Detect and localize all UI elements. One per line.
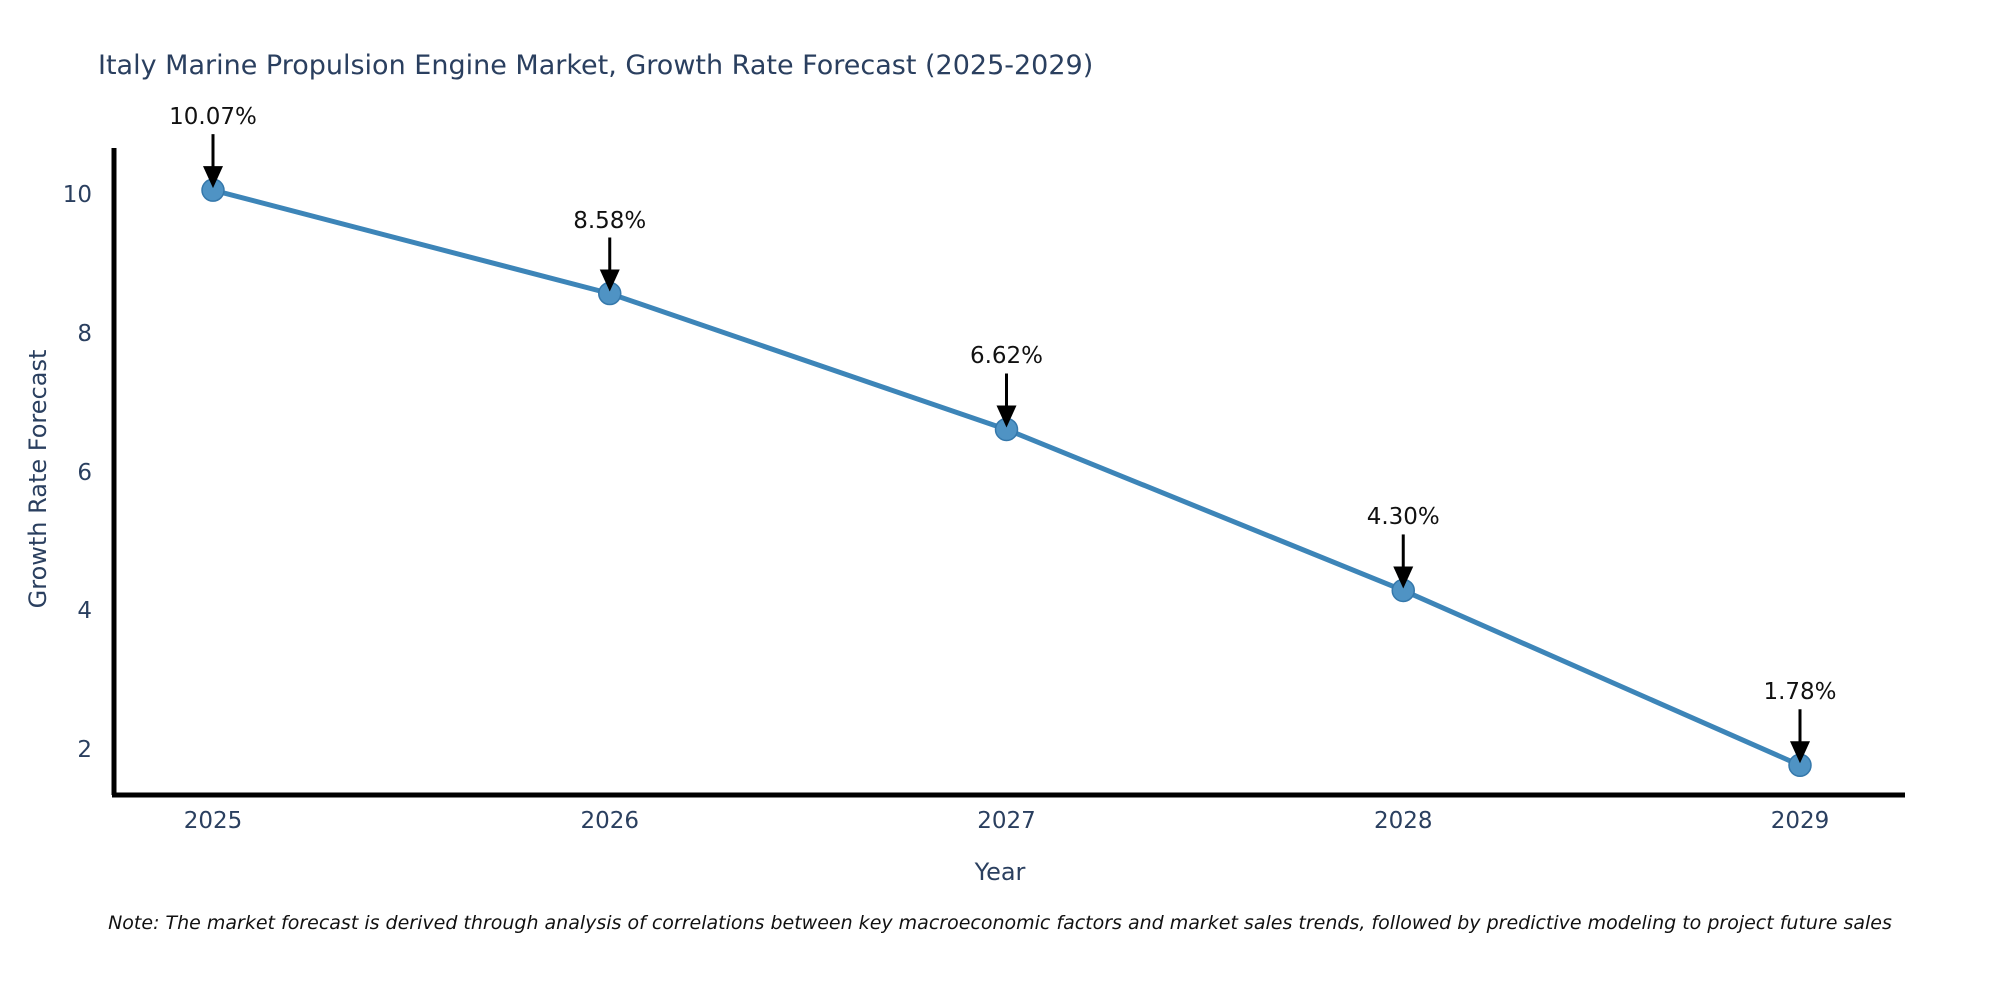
chart-footnote: Note: The market forecast is derived thr… <box>108 912 1892 934</box>
x-tick-label: 2028 <box>1373 808 1433 834</box>
series-line <box>210 187 1803 768</box>
data-series-group <box>201 178 1812 778</box>
x-tick-label: 2025 <box>183 808 243 834</box>
annotation-arrow-head <box>203 166 223 189</box>
y-tick-label: 10 <box>62 182 92 208</box>
annotation-arrow-head <box>1393 566 1414 589</box>
chart-title: Italy Marine Propulsion Engine Market, G… <box>98 50 1094 81</box>
annotation-arrow-head <box>996 405 1017 428</box>
y-tick-label: 4 <box>77 598 92 625</box>
y-tick-label: 6 <box>77 459 92 486</box>
x-tick-label: 2029 <box>1770 808 1830 834</box>
y-axis-title: Growth Rate Forecast <box>24 349 52 609</box>
annotation-arrow-head <box>599 269 620 292</box>
annotation-arrow-head <box>1790 741 1810 764</box>
y-tick-label: 2 <box>77 737 92 763</box>
x-tick-label: 2026 <box>580 808 640 834</box>
data-value-label: 6.62% <box>969 343 1044 370</box>
axes-lines <box>111 148 1905 798</box>
data-value-label: 8.58% <box>573 207 647 234</box>
y-tick-label: 8 <box>77 320 92 347</box>
x-axis-title: Year <box>974 858 1026 886</box>
data-value-label: 4.30% <box>1366 504 1440 531</box>
x-tick-label: 2027 <box>977 808 1036 834</box>
annotation-arrows-group <box>203 134 1810 764</box>
data-value-label: 10.07% <box>169 104 257 131</box>
data-value-label: 1.78% <box>1763 679 1837 706</box>
